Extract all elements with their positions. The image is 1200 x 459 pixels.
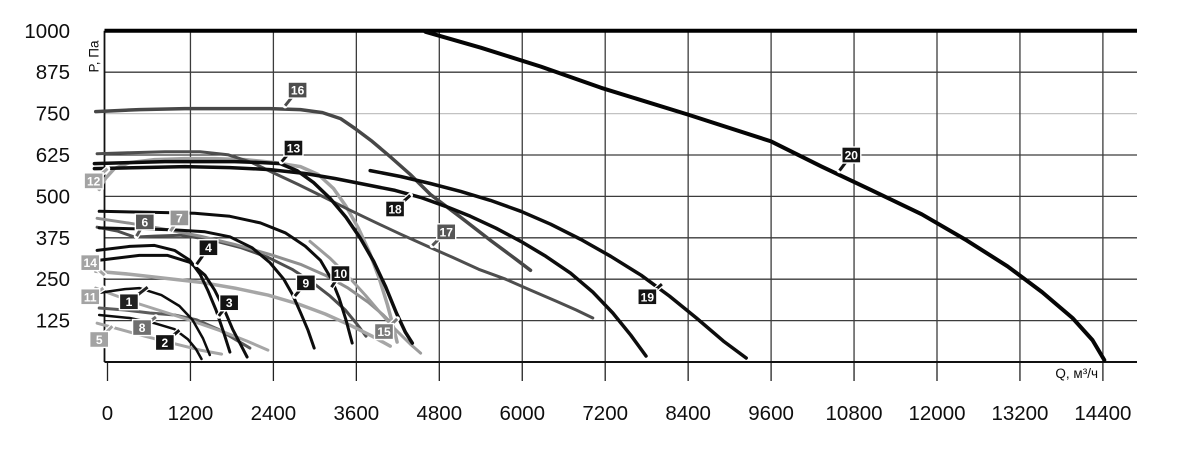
curve-badge-6 <box>134 213 156 231</box>
x-tick-label-4800: 4800 <box>416 402 462 425</box>
curve-2 <box>97 313 203 361</box>
curve-badge-8 <box>131 318 153 337</box>
x-tick-label-14400: 14400 <box>1074 402 1131 425</box>
curve-18 <box>92 164 648 358</box>
y-tick-label-375: 375 <box>36 227 70 250</box>
curve-badge-15 <box>373 322 395 341</box>
curve-badge-3 <box>218 294 240 312</box>
curve-badge-16 <box>287 81 308 99</box>
curve-badge-label-12: 12 <box>87 174 101 188</box>
x-tick-label-8400: 8400 <box>665 402 711 425</box>
curve-badge-label-20: 20 <box>845 149 859 163</box>
curve-badge-7 <box>169 209 190 227</box>
curve-badge-label-11: 11 <box>84 290 97 304</box>
y-tick-label-875: 875 <box>36 61 70 84</box>
curve-badge-14 <box>80 253 101 272</box>
curve-14 <box>93 269 392 348</box>
curve-badge-1 <box>118 293 140 311</box>
curve-badge-18 <box>384 200 406 218</box>
curve-13 <box>92 159 415 345</box>
curve-badge-label-10: 10 <box>334 267 348 281</box>
curve-badge-label-17: 17 <box>440 225 454 239</box>
curve-badge-9 <box>295 274 317 292</box>
x-tick-label-9600: 9600 <box>748 402 794 425</box>
curve-badge-label-13: 13 <box>287 142 301 156</box>
curve-badge-label-6: 6 <box>141 215 148 229</box>
x-tick-label-13200: 13200 <box>991 402 1048 425</box>
curve-17 <box>95 150 595 320</box>
curve-badge-label-9: 9 <box>303 276 310 290</box>
x-tick-label-6000: 6000 <box>499 402 545 425</box>
curve-badge-5 <box>89 330 110 349</box>
curve-badge-19 <box>637 288 658 306</box>
curve-4 <box>95 243 232 354</box>
y-tick-label-750: 750 <box>36 103 70 126</box>
curve-badge-label-5: 5 <box>96 333 103 347</box>
x-tick-label-7200: 7200 <box>582 402 628 425</box>
y-tick-label-125: 125 <box>36 310 70 333</box>
x-tick-label-0: 0 <box>102 402 113 425</box>
x-axis-unit-label: Q, м³/ч <box>1055 366 1098 381</box>
curve-20 <box>423 29 1107 362</box>
y-tick-label-625: 625 <box>36 144 70 167</box>
curve-3 <box>97 253 249 359</box>
curve-badge-label-8: 8 <box>139 321 146 335</box>
x-tick-label-1200: 1200 <box>168 402 214 425</box>
curve-badge-12 <box>83 172 104 190</box>
curve-badge-20 <box>841 146 862 164</box>
curve-badge-10 <box>330 264 351 283</box>
curve-badge-11 <box>80 288 101 306</box>
curve-badge-label-18: 18 <box>388 202 402 216</box>
curve-19 <box>368 168 748 360</box>
curve-badge-label-15: 15 <box>377 325 391 339</box>
curve-badge-label-7: 7 <box>176 211 183 225</box>
curve-badge-label-19: 19 <box>641 290 655 304</box>
curve-badge-label-1: 1 <box>126 295 133 309</box>
y-axis-unit-label: P, Па <box>86 40 102 73</box>
curve-11 <box>94 286 270 352</box>
x-tick-label-12000: 12000 <box>908 402 965 425</box>
curve-badge-label-14: 14 <box>84 256 98 270</box>
curve-badge-label-4: 4 <box>205 241 212 255</box>
curve-badge-13 <box>283 139 304 157</box>
curve-1 <box>95 286 212 357</box>
curve-15 <box>308 239 423 355</box>
x-tick-label-3600: 3600 <box>334 402 380 425</box>
y-tick-label-500: 500 <box>36 185 70 208</box>
curve-16 <box>93 106 533 273</box>
curve-badge-2 <box>154 333 176 352</box>
y-tick-label-250: 250 <box>36 268 70 291</box>
x-tick-label-10800: 10800 <box>826 402 883 425</box>
curve-badge-label-3: 3 <box>226 296 233 310</box>
curve-badge-17 <box>436 223 457 241</box>
y-tick-label-1000: 1000 <box>24 20 70 43</box>
curve-badge-label-16: 16 <box>291 84 305 98</box>
curve-badge-label-2: 2 <box>162 336 169 350</box>
x-tick-label-2400: 2400 <box>251 402 297 425</box>
curve-badge-4 <box>198 239 219 257</box>
